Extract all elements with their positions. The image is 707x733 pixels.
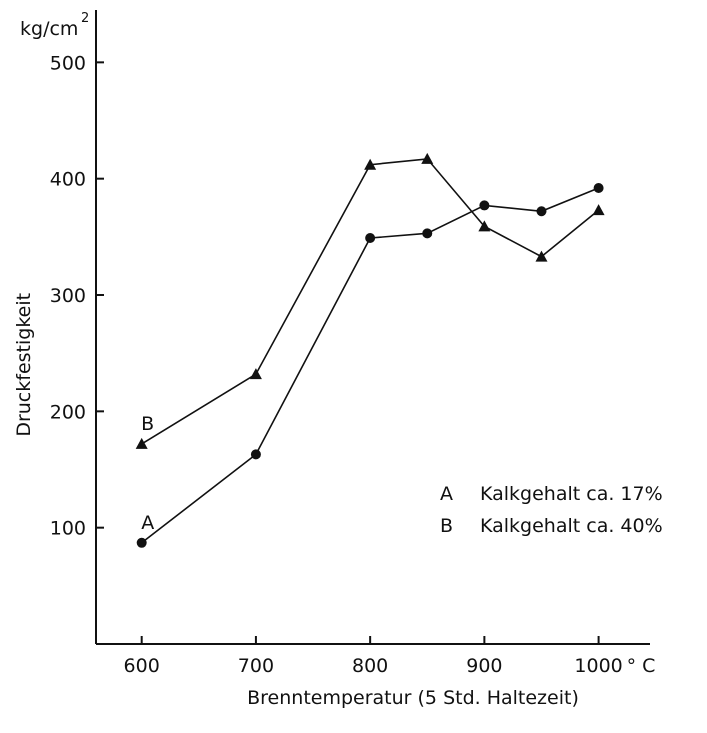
ticks: 100 200 300 400 500 600 700 800 900 1000 ° C <box>50 52 656 677</box>
data-point-B <box>592 204 605 216</box>
data-point-B <box>249 368 262 380</box>
data-point-A <box>136 537 147 548</box>
y-axis-title: Druckfestigkeit <box>13 293 35 437</box>
series-label-A: A <box>141 512 154 534</box>
data-point-A <box>250 449 261 460</box>
data-point-B <box>478 220 491 232</box>
legend-text-B: Kalkgehalt ca. 40% <box>480 515 663 537</box>
y-unit-label: kg/cm <box>20 18 78 40</box>
y-tick-label: 500 <box>50 52 86 74</box>
x-tick-label: 900 <box>466 655 502 677</box>
axes <box>95 10 650 645</box>
series-label-B: B <box>141 413 154 435</box>
data-point-A <box>479 200 490 211</box>
series-layer: AB <box>135 152 605 548</box>
legend-key-B: B <box>440 515 453 537</box>
x-tick-label: 700 <box>238 655 274 677</box>
data-point-B <box>364 158 377 170</box>
x-tick-label: 600 <box>124 655 160 677</box>
x-tick-label: 1000 <box>574 655 622 677</box>
y-tick-label: 300 <box>50 285 86 307</box>
legend-key-A: A <box>440 483 453 505</box>
data-point-B <box>135 437 148 449</box>
series-line-B <box>141 158 600 445</box>
x-unit-label: ° C <box>627 655 656 677</box>
data-point-A <box>365 233 376 244</box>
y-unit-superscript: 2 <box>81 11 89 26</box>
x-axis-title: Brenntemperatur (5 Std. Haltezeit) <box>247 687 579 709</box>
axis-labels: Brenntemperatur (5 Std. Haltezeit) Druckf… <box>13 11 579 709</box>
y-tick-label: 400 <box>50 169 86 191</box>
y-tick-label: 100 <box>50 518 86 540</box>
y-tick-label: 200 <box>50 401 86 423</box>
data-point-A <box>536 206 547 217</box>
data-point-A <box>422 228 433 239</box>
data-point-B <box>535 250 548 262</box>
legend: A Kalkgehalt ca. 17% B Kalkgehalt ca. 40% <box>440 483 663 537</box>
legend-text-A: Kalkgehalt ca. 17% <box>480 483 663 505</box>
x-tick-label: 800 <box>352 655 388 677</box>
data-point-B <box>421 152 434 164</box>
data-point-A <box>593 182 604 193</box>
